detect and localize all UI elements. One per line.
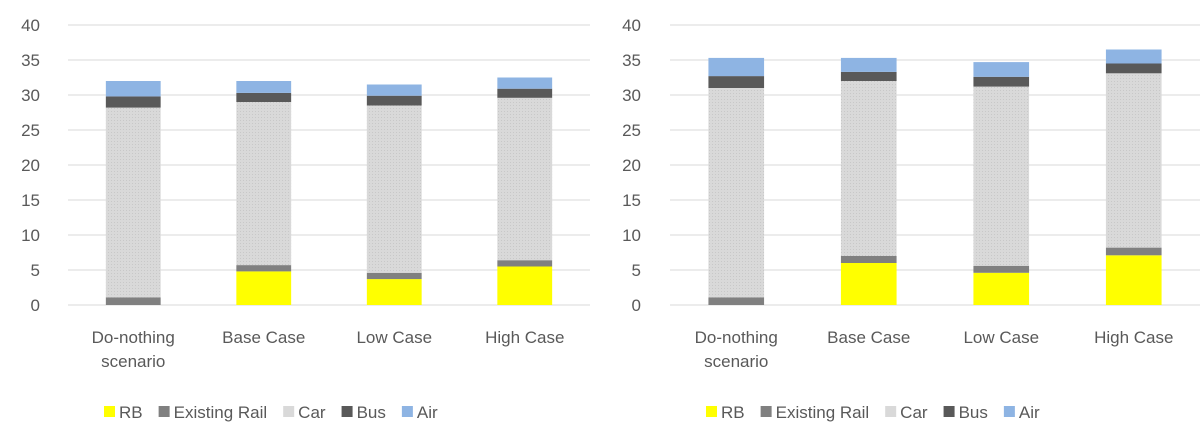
- legend-swatch: [706, 406, 717, 417]
- x-category-label: High Case: [1094, 328, 1173, 347]
- bar-existing-rail-do-nothing-scenario: [105, 297, 161, 305]
- bar-rb-base-case: [236, 271, 292, 305]
- legend-label: Car: [298, 403, 326, 422]
- legend-swatch: [1003, 406, 1015, 417]
- y-tick-label: 0: [632, 296, 641, 315]
- bar-existing-rail-high-case: [497, 260, 553, 267]
- y-tick-label: 5: [31, 261, 40, 280]
- y-tick-label: 40: [622, 16, 641, 35]
- y-tick-label: 20: [622, 156, 641, 175]
- bar-rb-high-case: [497, 266, 553, 305]
- bar-air-do-nothing-scenario: [105, 81, 161, 97]
- bar-existing-rail-low-case: [973, 265, 1030, 273]
- bar-rb-base-case: [840, 263, 897, 305]
- legend-item-car: Car: [283, 403, 326, 422]
- legend-label: Existing Rail: [174, 403, 268, 422]
- y-tick-label: 15: [622, 191, 641, 210]
- bar-rb-high-case: [1105, 255, 1162, 305]
- legend-label: Existing Rail: [776, 403, 870, 422]
- bar-car-base-case: [840, 81, 897, 256]
- y-tick-label: 10: [21, 226, 40, 245]
- bar-air-high-case: [1105, 49, 1162, 64]
- bar-car-high-case: [497, 97, 553, 261]
- legend-swatch: [760, 406, 772, 417]
- legend-item-air: Air: [401, 403, 438, 422]
- legend-swatch: [885, 406, 897, 417]
- bar-bus-high-case: [497, 88, 553, 98]
- bar-bus-low-case: [973, 76, 1030, 87]
- bar-air-do-nothing-scenario: [708, 57, 765, 77]
- legend-item-bus: Bus: [341, 403, 386, 422]
- legend-item-rb: RB: [706, 403, 745, 422]
- bar-bus-low-case: [366, 95, 422, 106]
- legend-label: Bus: [357, 403, 386, 422]
- legend-item-existing-rail: Existing Rail: [760, 403, 870, 422]
- bar-existing-rail-base-case: [840, 256, 897, 263]
- legend-swatch: [158, 406, 170, 417]
- bar-bus-high-case: [1105, 63, 1162, 74]
- bar-bus-base-case: [840, 71, 897, 81]
- legend-item-existing-rail: Existing Rail: [158, 403, 268, 422]
- y-tick-label: 25: [21, 121, 40, 140]
- left-chart: 0 5 10 15 20 25 30 35 40 Do-nothing scenario Base C…: [21, 16, 590, 422]
- right-chart: 0 5 10 15 20 25 30 35 40 Do-nothing scenario Base C…: [622, 16, 1200, 422]
- y-tick-label: 5: [632, 261, 641, 280]
- bar-air-base-case: [840, 57, 897, 72]
- x-category-label: Do-nothing: [92, 328, 175, 347]
- legend-label: Bus: [959, 403, 988, 422]
- y-tick-label: 10: [622, 226, 641, 245]
- x-category-label: Low Case: [963, 328, 1039, 347]
- legend-label: RB: [721, 403, 745, 422]
- bar-bus-do-nothing-scenario: [105, 96, 161, 108]
- bar-air-base-case: [236, 81, 292, 93]
- y-tick-label: 30: [21, 86, 40, 105]
- y-tick-label: 15: [21, 191, 40, 210]
- bar-air-high-case: [497, 77, 553, 89]
- x-category-label: Base Case: [827, 328, 910, 347]
- legend-swatch: [283, 406, 295, 417]
- x-category-label: Low Case: [356, 328, 432, 347]
- legend-swatch: [341, 406, 353, 417]
- bar-car-low-case: [366, 105, 422, 273]
- y-tick-label: 40: [21, 16, 40, 35]
- legend-item-bus: Bus: [943, 403, 988, 422]
- y-tick-label: 20: [21, 156, 40, 175]
- legend-item-air: Air: [1003, 403, 1040, 422]
- x-category-label: Base Case: [222, 328, 305, 347]
- bar-car-do-nothing-scenario: [105, 107, 161, 298]
- legend-swatch: [401, 406, 413, 417]
- bar-air-low-case: [366, 84, 422, 96]
- bar-rb-low-case: [973, 272, 1030, 305]
- x-category-label: scenario: [101, 352, 165, 371]
- bar-existing-rail-do-nothing-scenario: [708, 297, 765, 305]
- bar-bus-do-nothing-scenario: [708, 76, 765, 88]
- legend-label: Car: [900, 403, 928, 422]
- legend-label: RB: [119, 403, 143, 422]
- bar-existing-rail-low-case: [366, 272, 422, 280]
- y-tick-label: 0: [31, 296, 40, 315]
- bar-existing-rail-base-case: [236, 265, 292, 272]
- x-category-label: High Case: [485, 328, 564, 347]
- legend-label: Air: [417, 403, 438, 422]
- y-tick-label: 30: [622, 86, 641, 105]
- bar-bus-base-case: [236, 92, 292, 102]
- legend-item-rb: RB: [104, 403, 143, 422]
- y-tick-label: 25: [622, 121, 641, 140]
- y-tick-label: 35: [21, 51, 40, 70]
- legend-swatch: [943, 406, 955, 417]
- x-category-label: scenario: [704, 352, 768, 371]
- legend-item-car: Car: [885, 403, 928, 422]
- y-tick-label: 35: [622, 51, 641, 70]
- legend-swatch: [104, 406, 115, 417]
- bar-existing-rail-high-case: [1105, 247, 1162, 256]
- bar-air-low-case: [973, 62, 1030, 77]
- bar-car-high-case: [1105, 73, 1162, 248]
- bar-car-base-case: [236, 102, 292, 266]
- bar-rb-low-case: [366, 279, 422, 305]
- x-category-label: Do-nothing: [695, 328, 778, 347]
- bar-car-low-case: [973, 86, 1030, 266]
- legend-label: Air: [1019, 403, 1040, 422]
- bar-car-do-nothing-scenario: [708, 88, 765, 298]
